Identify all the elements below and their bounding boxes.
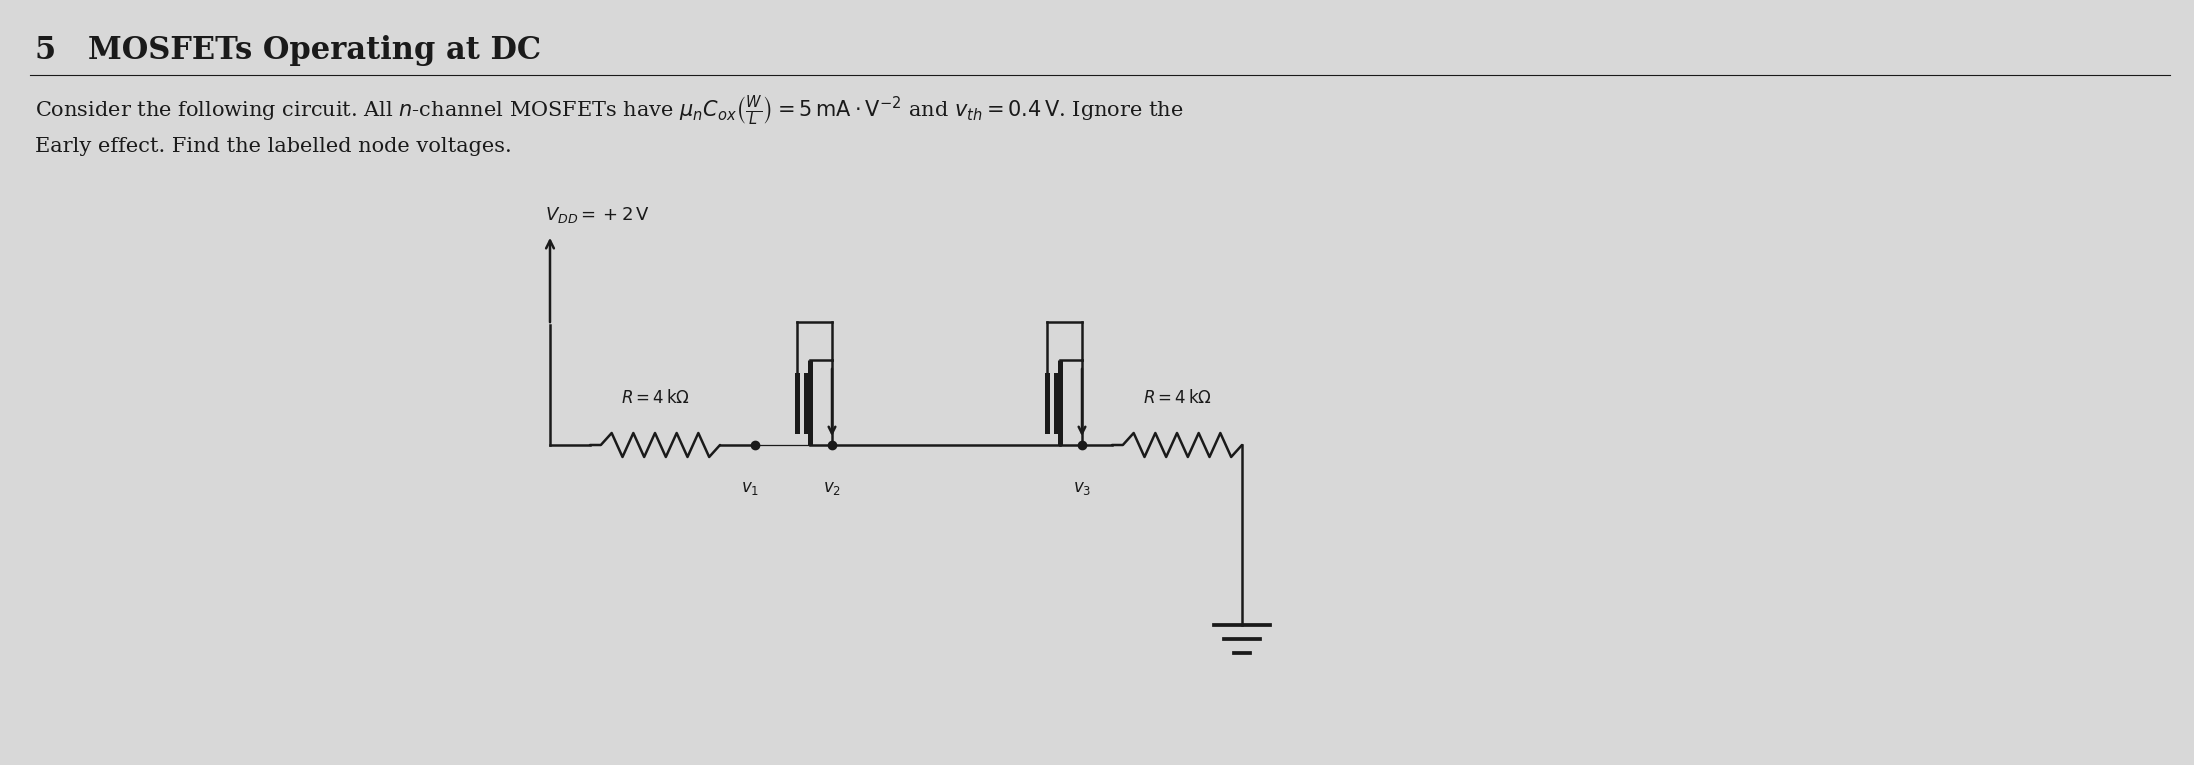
Text: 5   MOSFETs Operating at DC: 5 MOSFETs Operating at DC bbox=[35, 35, 542, 66]
Text: $R = 4\,\mathrm{k}\Omega$: $R = 4\,\mathrm{k}\Omega$ bbox=[1143, 389, 1211, 407]
Text: $v_2$: $v_2$ bbox=[823, 480, 840, 497]
Text: $v_1$: $v_1$ bbox=[742, 480, 759, 497]
Text: $v_3$: $v_3$ bbox=[1073, 480, 1090, 497]
Text: $R = 4\,\mathrm{k}\Omega$: $R = 4\,\mathrm{k}\Omega$ bbox=[621, 389, 689, 407]
Text: $V_{DD} = +2\,\mathrm{V}$: $V_{DD} = +2\,\mathrm{V}$ bbox=[544, 205, 649, 225]
Text: Consider the following circuit. All $n$-channel MOSFETs have $\mu_n C_{ox} \left: Consider the following circuit. All $n$-… bbox=[35, 93, 1183, 128]
Text: Early effect. Find the labelled node voltages.: Early effect. Find the labelled node vol… bbox=[35, 137, 511, 156]
